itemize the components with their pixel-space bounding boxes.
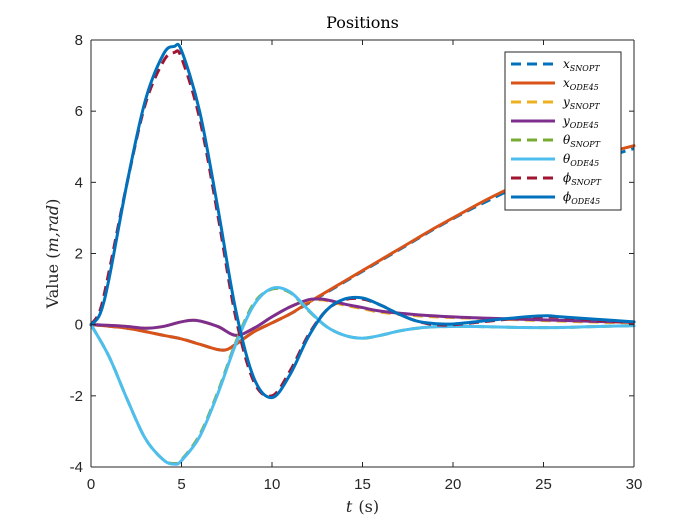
x-axis-label-unit: (s) — [358, 497, 379, 516]
x-tick-label: 0 — [87, 476, 95, 493]
legend-entry-sub: SNOPT — [570, 102, 600, 111]
legend-entry-var: θ — [563, 152, 571, 166]
axes-layer: 0 5 10 15 20 25 30 -4 -2 0 2 4 6 8 — [70, 32, 643, 493]
y-tick-label: 4 — [75, 174, 83, 191]
x-axis-label-var: t — [346, 497, 353, 516]
x-tick-label: 30 — [626, 476, 643, 493]
y-tick-label: 2 — [75, 246, 83, 263]
x-tick-label: 10 — [264, 476, 281, 493]
series-line-7 — [89, 42, 636, 400]
x-tick-label: 25 — [535, 476, 552, 493]
legend-entry-sub: SNOPT — [570, 64, 600, 73]
legend-entry-var: θ — [563, 133, 571, 147]
series-line-5 — [89, 286, 636, 466]
legend-entry: ϕODE45 — [563, 190, 600, 206]
legend-entry-sub: ODE45 — [570, 83, 599, 92]
y-tick-label: 6 — [75, 103, 83, 120]
chart-title: Positions — [326, 13, 399, 32]
legend-entry: xSNOPT — [563, 57, 600, 73]
y-axis-label: Value (m,rad) — [43, 199, 62, 310]
y-axis-label-var: m,rad — [43, 205, 62, 253]
y-tick-label: -2 — [70, 388, 83, 405]
legend-entry: yODE45 — [562, 114, 599, 130]
legend-entry: θODE45 — [563, 152, 599, 168]
series-layer — [89, 42, 636, 466]
y-tick-label: 8 — [75, 32, 83, 49]
legend-entry-sub: SNOPT — [571, 178, 601, 187]
legend-entry-var: y — [562, 114, 570, 128]
legend-entry: θSNOPT — [563, 133, 601, 149]
x-tick-label: 20 — [445, 476, 462, 493]
legend-entry-var: x — [563, 76, 570, 90]
legend-entry-sub: ODE45 — [570, 159, 599, 168]
legend-entry-sub: SNOPT — [570, 140, 600, 149]
legend-entry-var: ϕ — [563, 190, 571, 204]
series-line-3 — [89, 297, 636, 337]
legend-entry-var: y — [562, 95, 570, 109]
legend-entry-sub: ODE45 — [570, 121, 599, 130]
legend: xSNOPTxODE45ySNOPTyODE45θSNOPTθODE45ϕSNO… — [504, 51, 622, 211]
legend-entry: xODE45 — [563, 76, 599, 92]
y-tick-label: 0 — [75, 317, 83, 334]
legend-box — [504, 51, 622, 211]
y-axis-label-post: ) — [43, 199, 62, 205]
y-axis-label-pre: Value ( — [43, 253, 62, 310]
legend-entry-var: ϕ — [563, 171, 571, 185]
x-tick-label: 5 — [177, 476, 185, 493]
legend-entry-var: x — [563, 57, 570, 71]
legend-entry-sub: ODE45 — [571, 197, 600, 206]
legend-entry: ySNOPT — [562, 95, 600, 111]
x-axis-label: t (s) — [346, 497, 379, 516]
legend-entry: ϕSNOPT — [563, 171, 602, 187]
y-tick-label: -4 — [70, 459, 83, 476]
x-tick-label: 15 — [354, 476, 371, 493]
